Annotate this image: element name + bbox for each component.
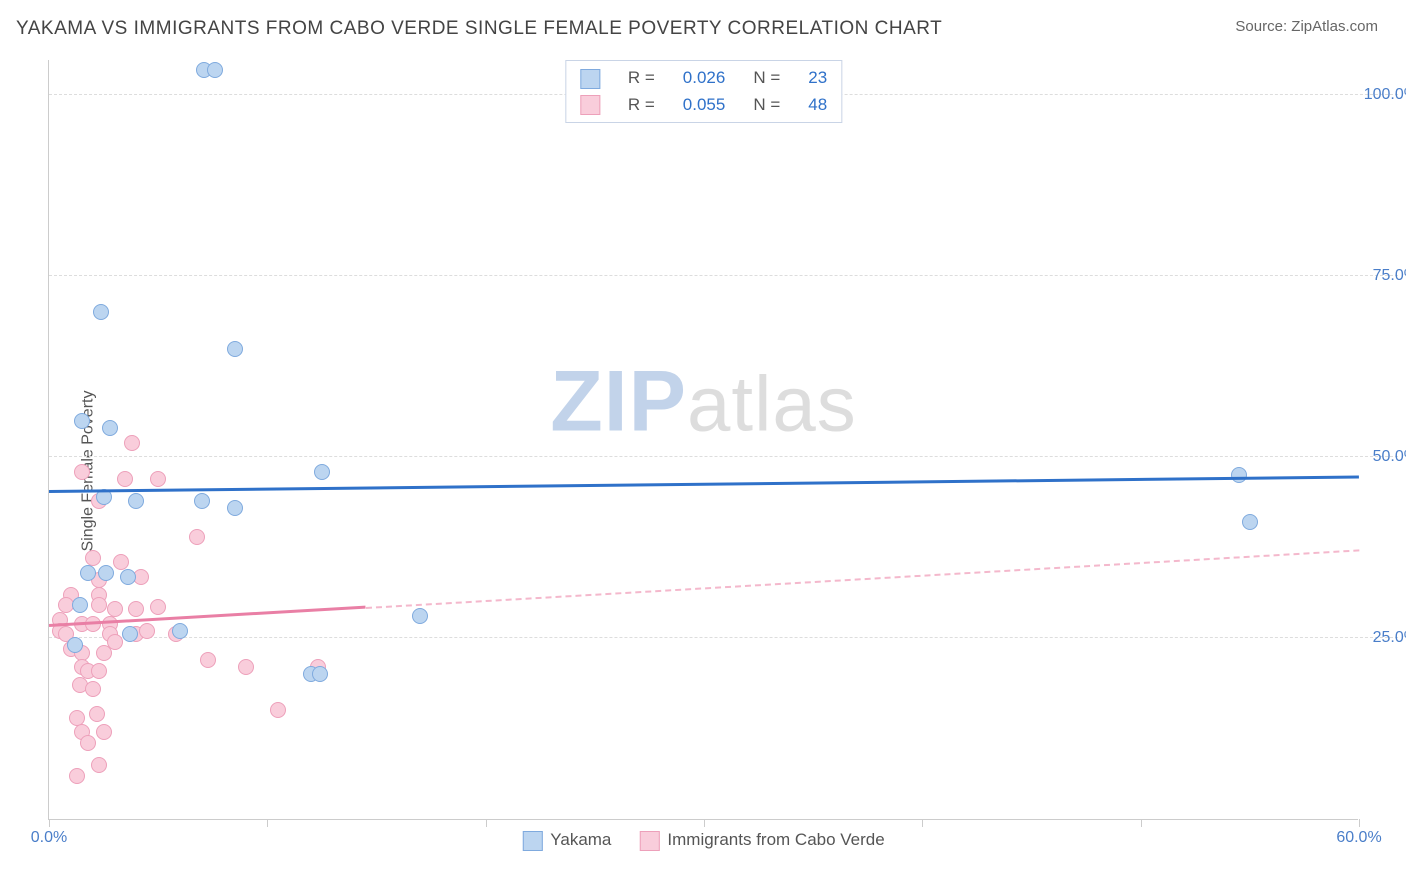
data-point-series-0 bbox=[120, 569, 136, 585]
y-tick-label: 100.0% bbox=[1364, 86, 1406, 104]
watermark-atlas: atlas bbox=[687, 359, 857, 447]
data-point-series-0 bbox=[128, 493, 144, 509]
x-tick bbox=[704, 819, 705, 827]
data-point-series-1 bbox=[150, 599, 166, 615]
r-label: R = bbox=[614, 92, 669, 119]
legend-row-series-0: R = 0.026 N = 23 bbox=[566, 65, 841, 92]
chart-title: YAKAMA VS IMMIGRANTS FROM CABO VERDE SIN… bbox=[16, 18, 942, 40]
data-point-series-1 bbox=[189, 529, 205, 545]
data-point-series-0 bbox=[1242, 514, 1258, 530]
data-point-series-1 bbox=[69, 768, 85, 784]
legend-label-0: Yakama bbox=[550, 830, 611, 849]
data-point-series-0 bbox=[67, 637, 83, 653]
data-point-series-1 bbox=[85, 681, 101, 697]
legend-row-series-1: R = 0.055 N = 48 bbox=[566, 92, 841, 119]
chart-container: Single Female Poverty ZIPatlas R = 0.026… bbox=[0, 50, 1406, 892]
x-tick-label: 0.0% bbox=[31, 829, 67, 847]
legend-item-0: Yakama bbox=[522, 830, 611, 851]
legend-swatch-1 bbox=[639, 831, 659, 851]
x-tick bbox=[267, 819, 268, 827]
n-value-0: 23 bbox=[794, 65, 841, 92]
data-point-series-1 bbox=[96, 724, 112, 740]
data-point-series-1 bbox=[74, 464, 90, 480]
x-tick bbox=[1359, 819, 1360, 827]
data-point-series-0 bbox=[98, 565, 114, 581]
source-prefix: Source: bbox=[1235, 18, 1291, 35]
data-point-series-0 bbox=[1231, 467, 1247, 483]
data-point-series-0 bbox=[207, 62, 223, 78]
data-point-series-0 bbox=[314, 464, 330, 480]
trend-line-series-0 bbox=[49, 476, 1359, 493]
scatter-plot: ZIPatlas R = 0.026 N = 23 R = 0.055 N = … bbox=[48, 60, 1358, 820]
chart-header: YAKAMA VS IMMIGRANTS FROM CABO VERDE SIN… bbox=[0, 0, 1406, 48]
data-point-series-1 bbox=[80, 735, 96, 751]
x-tick bbox=[486, 819, 487, 827]
data-point-series-1 bbox=[124, 435, 140, 451]
data-point-series-1 bbox=[238, 659, 254, 675]
source-attribution: Source: ZipAtlas.com bbox=[1235, 18, 1378, 35]
legend-item-1: Immigrants from Cabo Verde bbox=[639, 830, 884, 851]
legend-swatch-1 bbox=[580, 95, 600, 115]
n-label: N = bbox=[739, 92, 794, 119]
n-value-1: 48 bbox=[794, 92, 841, 119]
gridline-h bbox=[49, 456, 1398, 457]
data-point-series-1 bbox=[91, 597, 107, 613]
correlation-legend: R = 0.026 N = 23 R = 0.055 N = 48 bbox=[565, 60, 842, 123]
data-point-series-1 bbox=[270, 702, 286, 718]
series-legend: Yakama Immigrants from Cabo Verde bbox=[522, 830, 884, 851]
data-point-series-0 bbox=[172, 623, 188, 639]
data-point-series-1 bbox=[200, 652, 216, 668]
data-point-series-0 bbox=[93, 304, 109, 320]
data-point-series-0 bbox=[80, 565, 96, 581]
data-point-series-1 bbox=[150, 471, 166, 487]
trend-line-series-1 bbox=[366, 549, 1360, 609]
gridline-h bbox=[49, 637, 1398, 638]
r-value-0: 0.026 bbox=[669, 65, 740, 92]
data-point-series-0 bbox=[227, 341, 243, 357]
watermark-text: ZIPatlas bbox=[550, 352, 857, 451]
data-point-series-0 bbox=[72, 597, 88, 613]
x-tick bbox=[49, 819, 50, 827]
legend-swatch-0 bbox=[580, 69, 600, 89]
data-point-series-0 bbox=[194, 493, 210, 509]
x-tick bbox=[922, 819, 923, 827]
data-point-series-0 bbox=[102, 420, 118, 436]
source-name: ZipAtlas.com bbox=[1291, 18, 1378, 35]
data-point-series-1 bbox=[139, 623, 155, 639]
data-point-series-0 bbox=[74, 413, 90, 429]
legend-swatch-0 bbox=[522, 831, 542, 851]
data-point-series-0 bbox=[227, 500, 243, 516]
data-point-series-1 bbox=[91, 663, 107, 679]
gridline-h bbox=[49, 275, 1398, 276]
data-point-series-1 bbox=[128, 601, 144, 617]
y-tick-label: 75.0% bbox=[1373, 267, 1406, 285]
legend-label-1: Immigrants from Cabo Verde bbox=[667, 830, 884, 849]
y-tick-label: 25.0% bbox=[1373, 629, 1406, 647]
watermark-zip: ZIP bbox=[550, 353, 687, 449]
data-point-series-0 bbox=[122, 626, 138, 642]
data-point-series-1 bbox=[117, 471, 133, 487]
correlation-table: R = 0.026 N = 23 R = 0.055 N = 48 bbox=[566, 65, 841, 118]
data-point-series-0 bbox=[412, 608, 428, 624]
data-point-series-1 bbox=[89, 706, 105, 722]
x-tick bbox=[1141, 819, 1142, 827]
y-tick-label: 50.0% bbox=[1373, 448, 1406, 466]
data-point-series-1 bbox=[96, 645, 112, 661]
data-point-series-1 bbox=[91, 757, 107, 773]
n-label: N = bbox=[739, 65, 794, 92]
data-point-series-0 bbox=[312, 666, 328, 682]
x-tick-label: 60.0% bbox=[1336, 829, 1381, 847]
r-label: R = bbox=[614, 65, 669, 92]
r-value-1: 0.055 bbox=[669, 92, 740, 119]
